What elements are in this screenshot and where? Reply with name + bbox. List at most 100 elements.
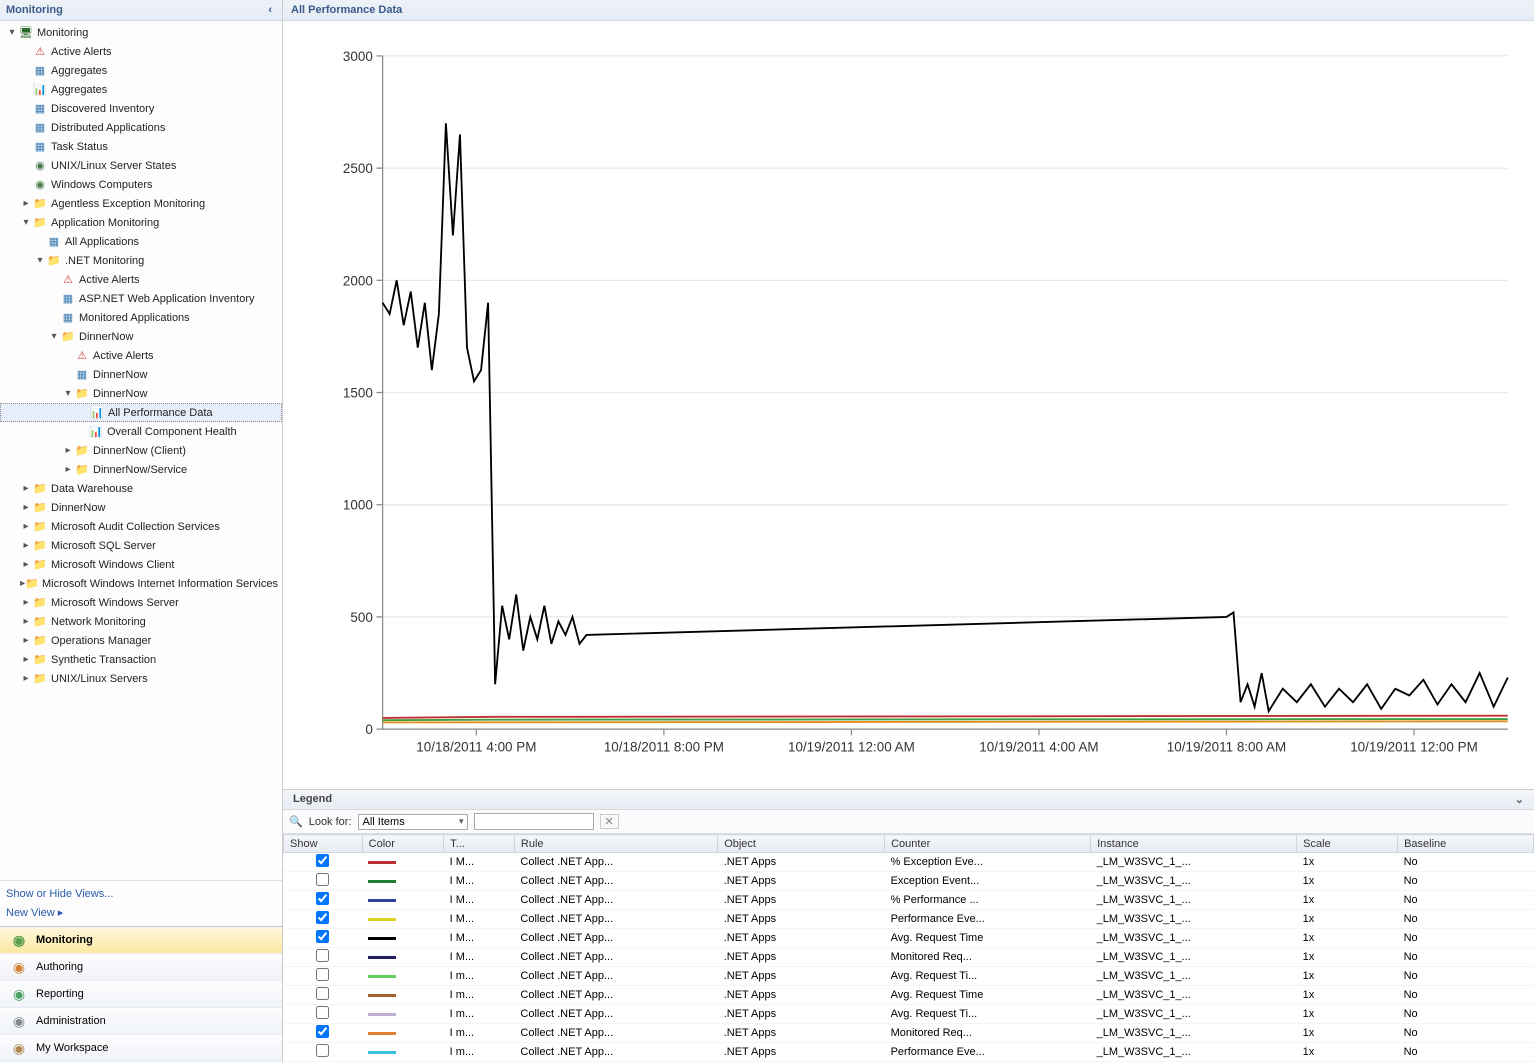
tree-item[interactable]: ⚠Active Alerts [0,42,282,61]
tree-item[interactable]: ▸📁DinnerNow [0,498,282,517]
column-header[interactable]: Show [284,835,363,853]
expand-toggle-icon[interactable]: ▸ [20,540,32,551]
wunderbar-item[interactable]: ◉Reporting [0,981,282,1008]
tree-item[interactable]: ▸📁Operations Manager [0,631,282,650]
tree-item[interactable]: 📊Overall Component Health [0,422,282,441]
expand-toggle-icon[interactable]: ▸ [20,654,32,665]
legend-row[interactable]: I M...Collect .NET App....NET AppsPerfor… [284,910,1534,929]
tree-item[interactable]: ▦Task Status [0,137,282,156]
view-link[interactable]: Show or Hide Views... [6,885,276,903]
tree-item[interactable]: ▸📁Microsoft Windows Client [0,555,282,574]
clear-search-button[interactable]: ✕ [600,814,619,829]
expand-toggle-icon[interactable]: ▸ [20,616,32,627]
view-link[interactable]: New View ▸ [6,903,276,922]
tree-item[interactable]: ▸📁DinnerNow/Service [0,460,282,479]
tree-item[interactable]: ▸📁Synthetic Transaction [0,650,282,669]
expand-toggle-icon[interactable]: ▾ [20,217,32,228]
legend-row[interactable]: I m...Collect .NET App....NET AppsMonito… [284,1024,1534,1043]
expand-toggle-icon[interactable]: ▸ [20,673,32,684]
show-checkbox[interactable] [316,949,329,962]
search-icon[interactable]: 🔍 [289,815,303,828]
tree-item[interactable]: ▾📁DinnerNow [0,384,282,403]
tree-item[interactable]: ▦Distributed Applications [0,118,282,137]
legend-row[interactable]: I m...Collect .NET App....NET AppsAvg. R… [284,986,1534,1005]
expand-toggle-icon[interactable]: ▸ [62,464,74,475]
show-checkbox[interactable] [316,930,329,943]
expand-toggle-icon[interactable]: ▸ [20,198,32,209]
tree-item[interactable]: ▸📁Microsoft SQL Server [0,536,282,555]
show-checkbox[interactable] [316,911,329,924]
legend-row[interactable]: I M...Collect .NET App....NET AppsExcept… [284,872,1534,891]
wunderbar-item[interactable]: ◉Administration [0,1008,282,1035]
tree-item[interactable]: ▸📁UNIX/Linux Servers [0,669,282,688]
expand-toggle-icon[interactable]: ▸ [20,597,32,608]
show-checkbox[interactable] [316,873,329,886]
show-checkbox[interactable] [316,968,329,981]
tree-item[interactable]: ▦ASP.NET Web Application Inventory [0,289,282,308]
tree-item[interactable]: ◉Windows Computers [0,175,282,194]
tree-item[interactable]: ▦All Applications [0,232,282,251]
expand-toggle-icon[interactable]: ▸ [20,635,32,646]
tree-item[interactable]: ▸📁Microsoft Windows Internet Information… [0,574,282,593]
expand-toggle-icon[interactable]: ▸ [20,559,32,570]
search-input[interactable] [474,813,594,830]
legend-row[interactable]: I m...Collect .NET App....NET AppsAvg. R… [284,1005,1534,1024]
column-header[interactable]: Object [718,835,885,853]
column-header[interactable]: Color [362,835,444,853]
tree-item[interactable]: ▸📁Agentless Exception Monitoring [0,194,282,213]
column-header[interactable]: Rule [514,835,717,853]
legend-row[interactable]: I M...Collect .NET App....NET AppsMonito… [284,948,1534,967]
tree-item[interactable]: ▾📁.NET Monitoring [0,251,282,270]
expand-toggle-icon[interactable]: ▾ [34,255,46,266]
filter-combo[interactable]: All Items [358,814,468,830]
column-header[interactable]: Counter [885,835,1091,853]
wunderbar-item[interactable]: ◉My Workspace [0,1035,282,1062]
tree-item[interactable]: ▾📁Application Monitoring [0,213,282,232]
wunderbar-item[interactable]: ◉Monitoring [0,927,282,954]
show-checkbox[interactable] [316,987,329,1000]
tree-item[interactable]: ▦DinnerNow [0,365,282,384]
tree-item[interactable]: ▸📁DinnerNow (Client) [0,441,282,460]
show-checkbox[interactable] [316,1006,329,1019]
tree-item[interactable]: ▾📁DinnerNow [0,327,282,346]
column-header[interactable]: Instance [1091,835,1297,853]
show-checkbox[interactable] [316,892,329,905]
expand-toggle-icon[interactable]: ▾ [6,27,18,38]
tree-item[interactable]: ▾🖥Monitoring [0,23,282,42]
collapse-sidebar-button[interactable]: ‹ [264,4,276,16]
cell-baseline: No [1398,910,1534,929]
show-checkbox[interactable] [316,854,329,867]
legend-row[interactable]: I m...Collect .NET App....NET AppsAvg. R… [284,967,1534,986]
expand-toggle-icon[interactable]: ▸ [62,445,74,456]
tree-item[interactable]: 📊All Performance Data [0,403,282,422]
tree-item[interactable]: ▸📁Network Monitoring [0,612,282,631]
tree-item[interactable]: ▦Monitored Applications [0,308,282,327]
show-checkbox[interactable] [316,1044,329,1057]
tree-item[interactable]: ▸📁Microsoft Windows Server [0,593,282,612]
column-header[interactable]: T... [444,835,515,853]
performance-chart[interactable]: 05001000150020002500300010/18/2011 4:00 … [283,21,1534,789]
column-header[interactable]: Baseline [1398,835,1534,853]
wunderbar-item[interactable]: ◉Authoring [0,954,282,981]
tree-item[interactable]: ▦Discovered Inventory [0,99,282,118]
tree-item[interactable]: ▸📁Microsoft Audit Collection Services [0,517,282,536]
expand-toggle-icon[interactable]: ▸ [20,521,32,532]
tree-item[interactable]: ▸📁Data Warehouse [0,479,282,498]
column-header[interactable]: Scale [1297,835,1398,853]
legend-row[interactable]: I M...Collect .NET App....NET Apps% Exce… [284,853,1534,872]
tree-item[interactable]: ⚠Active Alerts [0,270,282,289]
legend-row[interactable]: I m...Collect .NET App....NET AppsPerfor… [284,1043,1534,1062]
expand-toggle-icon[interactable]: ▾ [62,388,74,399]
tree-item[interactable]: ⚠Active Alerts [0,346,282,365]
tree-item[interactable]: 📊Aggregates [0,80,282,99]
expand-toggle-icon[interactable]: ▸ [20,502,32,513]
tree-item[interactable]: ◉UNIX/Linux Server States [0,156,282,175]
expand-toggle-icon[interactable]: ▾ [48,331,60,342]
legend-row[interactable]: I M...Collect .NET App....NET AppsAvg. R… [284,929,1534,948]
legend-row[interactable]: I M...Collect .NET App....NET Apps% Perf… [284,891,1534,910]
legend-collapse-icon[interactable]: ⌄ [1515,793,1524,806]
show-checkbox[interactable] [316,1025,329,1038]
expand-toggle-icon[interactable]: ▸ [20,483,32,494]
tree-label: Distributed Applications [51,122,165,134]
tree-item[interactable]: ▦Aggregates [0,61,282,80]
